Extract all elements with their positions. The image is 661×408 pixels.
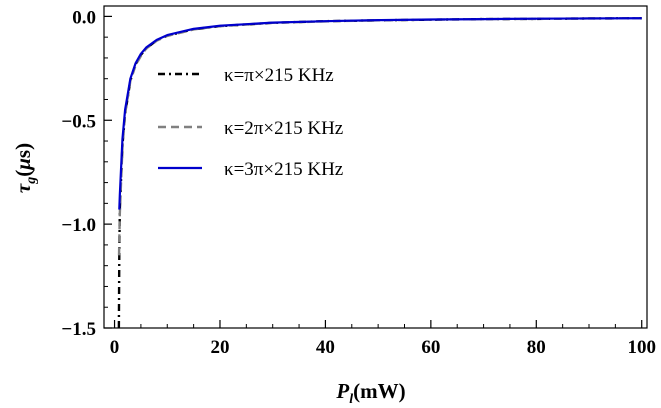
series-line-3 xyxy=(118,17,642,210)
x-tick-label: 60 xyxy=(421,337,440,358)
plot-frame xyxy=(103,5,648,329)
legend-label-1: κ=π×215 KHz xyxy=(224,65,334,86)
legend-label-3: κ=3π×215 KHz xyxy=(224,159,343,180)
x-tick-label: 80 xyxy=(527,337,546,358)
legend-label-2: κ=2π×215 KHz xyxy=(224,118,343,139)
series-line-1 xyxy=(117,17,642,329)
axis-ticks: 0 20 40 60 80 100 0.0 −0.5 −1.0 −1.5 xyxy=(61,7,656,358)
y-tick-label: −1.0 xyxy=(61,215,96,236)
x-tick-label: 0 xyxy=(110,337,120,358)
y-tick-label: −1.5 xyxy=(61,319,96,340)
series-line-2 xyxy=(117,17,642,256)
series-layer xyxy=(117,17,642,329)
x-axis-label: Pl(mW) xyxy=(335,379,405,407)
x-tick-label: 20 xyxy=(210,337,229,358)
legend: κ=π×215 KHz κ=2π×215 KHz κ=3π×215 KHz xyxy=(158,65,343,180)
y-tick-label: 0.0 xyxy=(72,7,96,28)
y-tick-label: −0.5 xyxy=(61,111,96,132)
y-axis-label: τg(μs) xyxy=(11,143,39,193)
x-tick-label: 40 xyxy=(316,337,335,358)
x-tick-label: 100 xyxy=(627,337,656,358)
